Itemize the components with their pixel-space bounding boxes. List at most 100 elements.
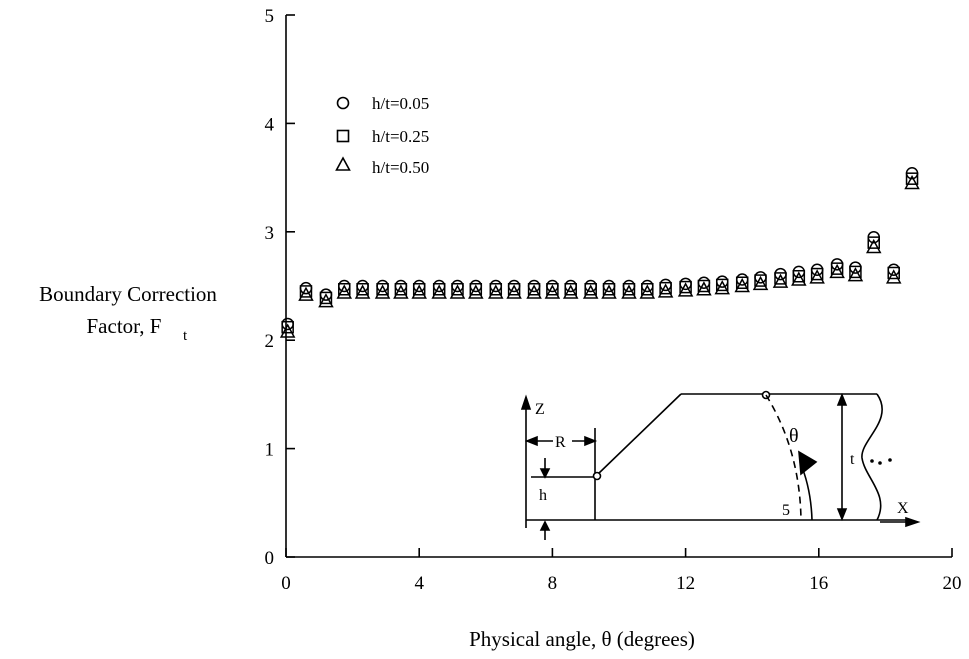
point-triangle-25 xyxy=(752,275,769,291)
point-square-31 xyxy=(867,236,880,249)
legend: h/t=0.05 h/t=0.25 h/t=0.50 xyxy=(335,94,429,177)
x-tick-label-5: 20 xyxy=(943,573,962,594)
point-square-16 xyxy=(584,283,597,296)
inset-label-r: R xyxy=(555,434,566,451)
inset-label-angle-value: 5 xyxy=(782,502,790,519)
point-triangle-18 xyxy=(621,284,637,299)
x-axis-label: Physical angle, θ (degrees) xyxy=(469,627,695,651)
point-square-28 xyxy=(810,267,824,281)
point-square-15 xyxy=(564,283,577,296)
point-triangle-33 xyxy=(904,174,920,190)
point-square-18 xyxy=(622,283,636,296)
geometry-inset xyxy=(520,390,921,540)
point-square-19 xyxy=(641,283,654,296)
y-tick-label-4: 4 xyxy=(265,114,275,135)
point-square-2 xyxy=(319,291,333,305)
inset-label-theta: θ xyxy=(789,425,799,447)
point-square-25 xyxy=(754,274,767,287)
inset-labels: Z R h θ 5 t X xyxy=(535,401,909,519)
point-square-33 xyxy=(905,172,919,185)
point-square-24 xyxy=(735,276,749,289)
legend-marker-circle xyxy=(336,96,350,110)
y-axis-label-subscript: t xyxy=(183,328,188,344)
point-triangle-14 xyxy=(544,284,561,299)
point-triangle-2 xyxy=(318,293,334,308)
y-tick-label-2: 2 xyxy=(265,331,275,352)
point-triangle-6 xyxy=(393,284,409,299)
point-square-32 xyxy=(887,266,900,280)
point-triangle-12 xyxy=(506,284,522,299)
inset-label-t: t xyxy=(850,451,855,468)
point-square-22 xyxy=(697,279,711,293)
point-triangle-0 xyxy=(279,323,296,338)
series-square xyxy=(281,172,919,334)
point-triangle-31 xyxy=(865,238,882,254)
point-triangle-23 xyxy=(714,280,730,295)
legend-label-series-2: h/t=0.25 xyxy=(372,127,429,146)
inset-dot-2 xyxy=(878,461,882,465)
inset-slope xyxy=(596,393,682,476)
point-square-27 xyxy=(792,269,806,283)
inset-dot-1 xyxy=(870,459,874,463)
point-square-0 xyxy=(281,320,294,334)
y-tick-label-0: 0 xyxy=(265,548,275,569)
x-tick-label-1: 4 xyxy=(414,573,424,594)
inset-r-arrow-right xyxy=(584,435,598,447)
legend-label-series-3: h/t=0.50 xyxy=(372,158,429,177)
point-triangle-15 xyxy=(562,284,579,299)
inset-r-arrow-left xyxy=(524,435,538,447)
inset-label-h: h xyxy=(539,487,547,504)
y-tick-label-5: 5 xyxy=(265,6,275,27)
inset-wavy-edge xyxy=(861,393,883,521)
point-square-8 xyxy=(432,283,446,296)
point-square-12 xyxy=(507,283,521,296)
inset-dot-3 xyxy=(888,458,892,462)
point-square-26 xyxy=(774,272,787,285)
point-square-30 xyxy=(849,265,862,279)
series-circle xyxy=(281,167,919,331)
y-tick-label-3: 3 xyxy=(265,223,275,244)
point-square-5 xyxy=(376,283,389,296)
point-triangle-30 xyxy=(847,267,864,282)
point-triangle-32 xyxy=(885,269,902,284)
point-square-11 xyxy=(489,283,503,296)
point-square-1 xyxy=(299,285,313,298)
inset-label-x: X xyxy=(897,500,909,517)
point-square-4 xyxy=(356,283,369,296)
point-triangle-17 xyxy=(601,284,617,299)
inset-crack-front xyxy=(765,394,802,521)
y-tick-label-1: 1 xyxy=(265,440,275,461)
point-square-17 xyxy=(602,283,616,296)
inset-x-arrowhead xyxy=(905,516,921,528)
y-axis-label-line1: Boundary Correction xyxy=(39,282,217,306)
inset-crack-point-left xyxy=(592,471,602,481)
inset-label-z: Z xyxy=(535,401,545,418)
x-tick-label-2: 8 xyxy=(548,573,558,594)
point-triangle-3 xyxy=(336,284,353,299)
y-axis-label-line2: Factor, F xyxy=(87,314,162,338)
point-triangle-26 xyxy=(772,273,789,288)
point-triangle-27 xyxy=(791,271,807,286)
point-triangle-1 xyxy=(298,286,314,301)
data-points xyxy=(279,167,920,338)
point-square-23 xyxy=(715,278,729,292)
point-square-29 xyxy=(830,262,844,275)
point-square-7 xyxy=(412,283,426,296)
point-triangle-10 xyxy=(468,284,484,299)
legend-marker-square xyxy=(336,129,350,143)
point-square-20 xyxy=(659,281,672,295)
point-square-21 xyxy=(679,280,692,294)
point-square-13 xyxy=(527,283,541,296)
point-square-6 xyxy=(394,283,408,296)
inset-t-arrow-bottom xyxy=(836,508,848,522)
point-triangle-24 xyxy=(734,277,750,293)
legend-marker-triangle xyxy=(335,156,351,171)
inset-h-arrowhead-top xyxy=(539,468,551,479)
point-triangle-5 xyxy=(374,284,391,299)
inset-h-arrowhead-bottom xyxy=(539,520,551,531)
point-triangle-8 xyxy=(431,284,447,299)
point-triangle-22 xyxy=(696,281,712,296)
inset-t-arrow-top xyxy=(836,392,848,406)
point-triangle-9 xyxy=(449,284,466,299)
